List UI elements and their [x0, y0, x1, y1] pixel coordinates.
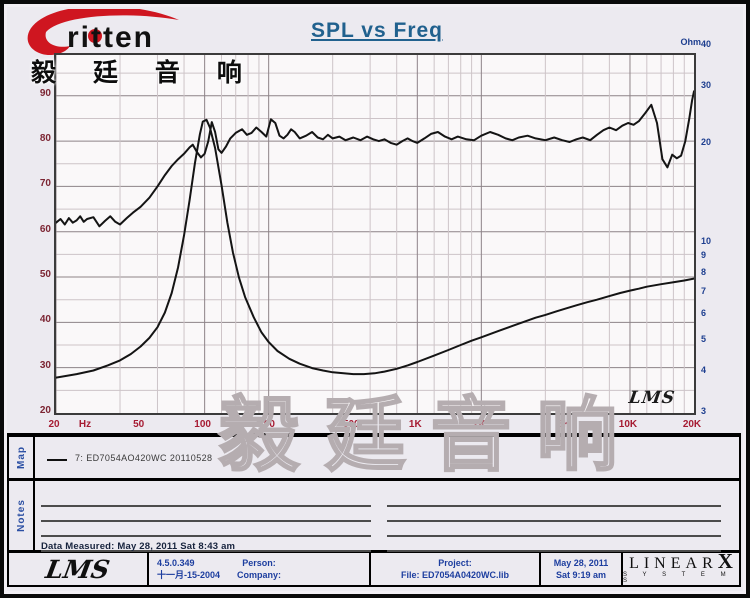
- right-axis-unit-label: Ohm: [680, 37, 701, 47]
- frequency-tick: 50: [133, 419, 145, 430]
- version-block: 4.5.0.349 十一月-15-2004: [157, 557, 220, 581]
- person-label: Person:: [242, 558, 276, 568]
- chart-plot-area: [54, 53, 696, 415]
- notes-area: Data Measured: May 28, 2011 Sat 8:43 am: [35, 481, 739, 552]
- frequency-tick: 500: [342, 419, 360, 430]
- page-title: SPL vs Freq: [311, 19, 443, 42]
- right-axis-tick: 8: [701, 267, 707, 278]
- footer-lms-cell: LMS: [9, 553, 149, 585]
- right-axis-tick: 20: [701, 137, 712, 148]
- left-axis-tick: 30: [39, 359, 51, 371]
- note-line: [41, 550, 371, 552]
- frequency-tick: 100: [194, 419, 211, 430]
- frequency-tick: 20K: [682, 419, 702, 430]
- lms-footer-logo: LMS: [43, 554, 113, 584]
- right-axis-tick: 10: [701, 235, 712, 246]
- frequency-tick: 5K: [557, 419, 571, 430]
- right-axis-tick: 5: [701, 333, 707, 344]
- legend-curve-name: 7: ED7054AO420WC 20110528: [75, 453, 213, 463]
- company-label: Company:: [236, 570, 281, 580]
- notes-label: Notes: [15, 499, 27, 532]
- footer-project-cell: Project: File: ED7054A0420WC.lib: [371, 553, 541, 585]
- left-axis-tick: 80: [39, 133, 51, 145]
- left-axis-tick: 40: [39, 314, 51, 326]
- note-line: [41, 535, 371, 537]
- lms-chart-logo: LMS: [627, 388, 677, 408]
- frequency-tick: 1K: [408, 419, 422, 430]
- left-axis-tick: 50: [39, 269, 51, 281]
- brand-logo: ritten: [15, 5, 215, 59]
- legend-curve-sample: [47, 459, 67, 461]
- notes-row: Notes Data Measured: May 28, 2011 Sat 8:…: [9, 481, 739, 553]
- linearx-x: X: [717, 549, 733, 573]
- print-time: Sat 9:19 am: [555, 570, 607, 580]
- project-label: Project:: [438, 558, 472, 568]
- frequency-tick: 20: [48, 419, 60, 430]
- left-axis-tick: 60: [39, 223, 51, 235]
- notes-label-cell: Notes: [9, 481, 35, 550]
- note-line: [387, 505, 721, 507]
- brand-name: ritten: [67, 21, 154, 54]
- data-measured-text: Data Measured: May 28, 2011 Sat 8:43 am: [41, 541, 236, 552]
- spl-impedance-chart: [56, 55, 694, 413]
- note-line: [387, 550, 721, 552]
- file-label: File: ED7054A0420WC.lib: [400, 570, 510, 580]
- left-axis-tick: 70: [39, 178, 51, 190]
- note-line: [41, 520, 371, 522]
- map-row: Map 7: ED7054AO420WC 20110528: [9, 437, 739, 481]
- note-line: [387, 535, 721, 537]
- frequency-tick: 2K: [472, 419, 486, 430]
- right-axis-tick: 4: [701, 365, 707, 376]
- footer-date-cell: May 28, 2011 Sat 9:19 am: [541, 553, 623, 585]
- right-axis-tick: 30: [701, 80, 712, 90]
- footer-linearx-cell: LINEARX S Y S T E M S: [623, 549, 739, 585]
- right-axis-tick: 3: [701, 406, 707, 416]
- red-swoosh-icon: [27, 5, 179, 56]
- right-axis-tick: 6: [701, 307, 707, 318]
- right-axis-tick: 7: [701, 286, 707, 297]
- note-line: [387, 520, 721, 522]
- frequency-tick: 10K: [618, 419, 638, 430]
- info-table: Map 7: ED7054AO420WC 20110528 Notes: [7, 433, 741, 587]
- footer-row: LMS 4.5.0.349 十一月-15-2004 Person: Compan…: [9, 549, 739, 585]
- right-axis-tick: 40: [701, 39, 712, 50]
- left-axis-tick: 90: [39, 87, 51, 99]
- print-date: May 28, 2011: [553, 558, 609, 568]
- left-axis-tick: 20: [39, 405, 51, 416]
- brand-chinese-name: 毅 廷 音 响: [31, 59, 257, 87]
- footer-person-cell: 4.5.0.349 十一月-15-2004 Person: Company:: [149, 553, 371, 585]
- version-number: 4.5.0.349: [157, 558, 195, 568]
- map-label: Map: [15, 446, 27, 469]
- note-line: [41, 505, 371, 507]
- frequency-unit-label: Hz: [78, 419, 92, 430]
- content-area: ritten 毅 廷 音 响 SPL vs Freq Ohm 90 80 70 60 5…: [7, 5, 743, 591]
- linearx-systems-text: S Y S T E M S: [623, 572, 733, 584]
- frequency-tick: 200: [258, 419, 275, 430]
- linearx-logo: LINEARX: [629, 549, 733, 573]
- map-label-cell: Map: [9, 437, 35, 478]
- right-axis-tick: 9: [701, 250, 707, 261]
- legend-area: 7: ED7054AO420WC 20110528: [35, 437, 739, 478]
- version-date: 十一月-15-2004: [157, 570, 221, 580]
